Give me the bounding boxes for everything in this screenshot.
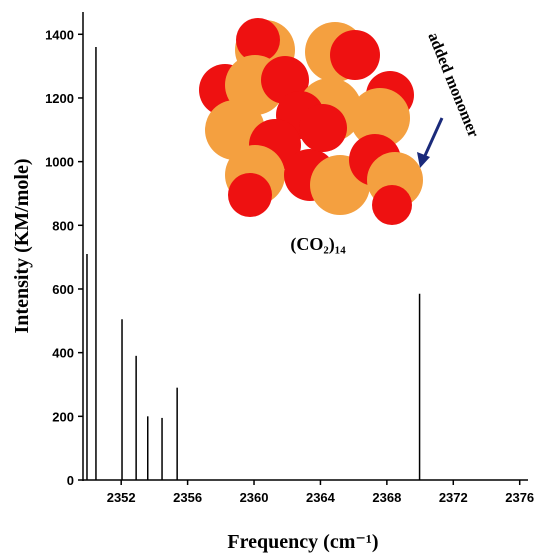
- y-tick-label: 600: [52, 282, 74, 297]
- x-tick-label: 2360: [240, 490, 269, 505]
- x-tick-label: 2368: [372, 490, 401, 505]
- x-axis-label: Frequency (cm⁻¹): [227, 531, 378, 553]
- x-tick-label: 2352: [107, 490, 136, 505]
- y-tick-label: 1400: [45, 27, 74, 42]
- y-tick-label: 800: [52, 218, 74, 233]
- y-tick-label: 1200: [45, 91, 74, 106]
- y-tick-label: 400: [52, 346, 74, 361]
- y-tick-label: 1000: [45, 155, 74, 170]
- cluster-label: (CO₂)₁₄: [290, 234, 346, 255]
- y-axis-label: Intensity (KM/mole): [11, 159, 33, 334]
- monomer-label: added monomer: [424, 30, 482, 140]
- x-tick-label: 2376: [505, 490, 534, 505]
- x-tick-label: 2372: [439, 490, 468, 505]
- molecule-illustration: [199, 18, 444, 225]
- x-tick-label: 2356: [173, 490, 202, 505]
- y-tick-label: 0: [67, 473, 74, 488]
- y-tick-label: 200: [52, 409, 74, 424]
- x-tick-label: 2364: [306, 490, 336, 505]
